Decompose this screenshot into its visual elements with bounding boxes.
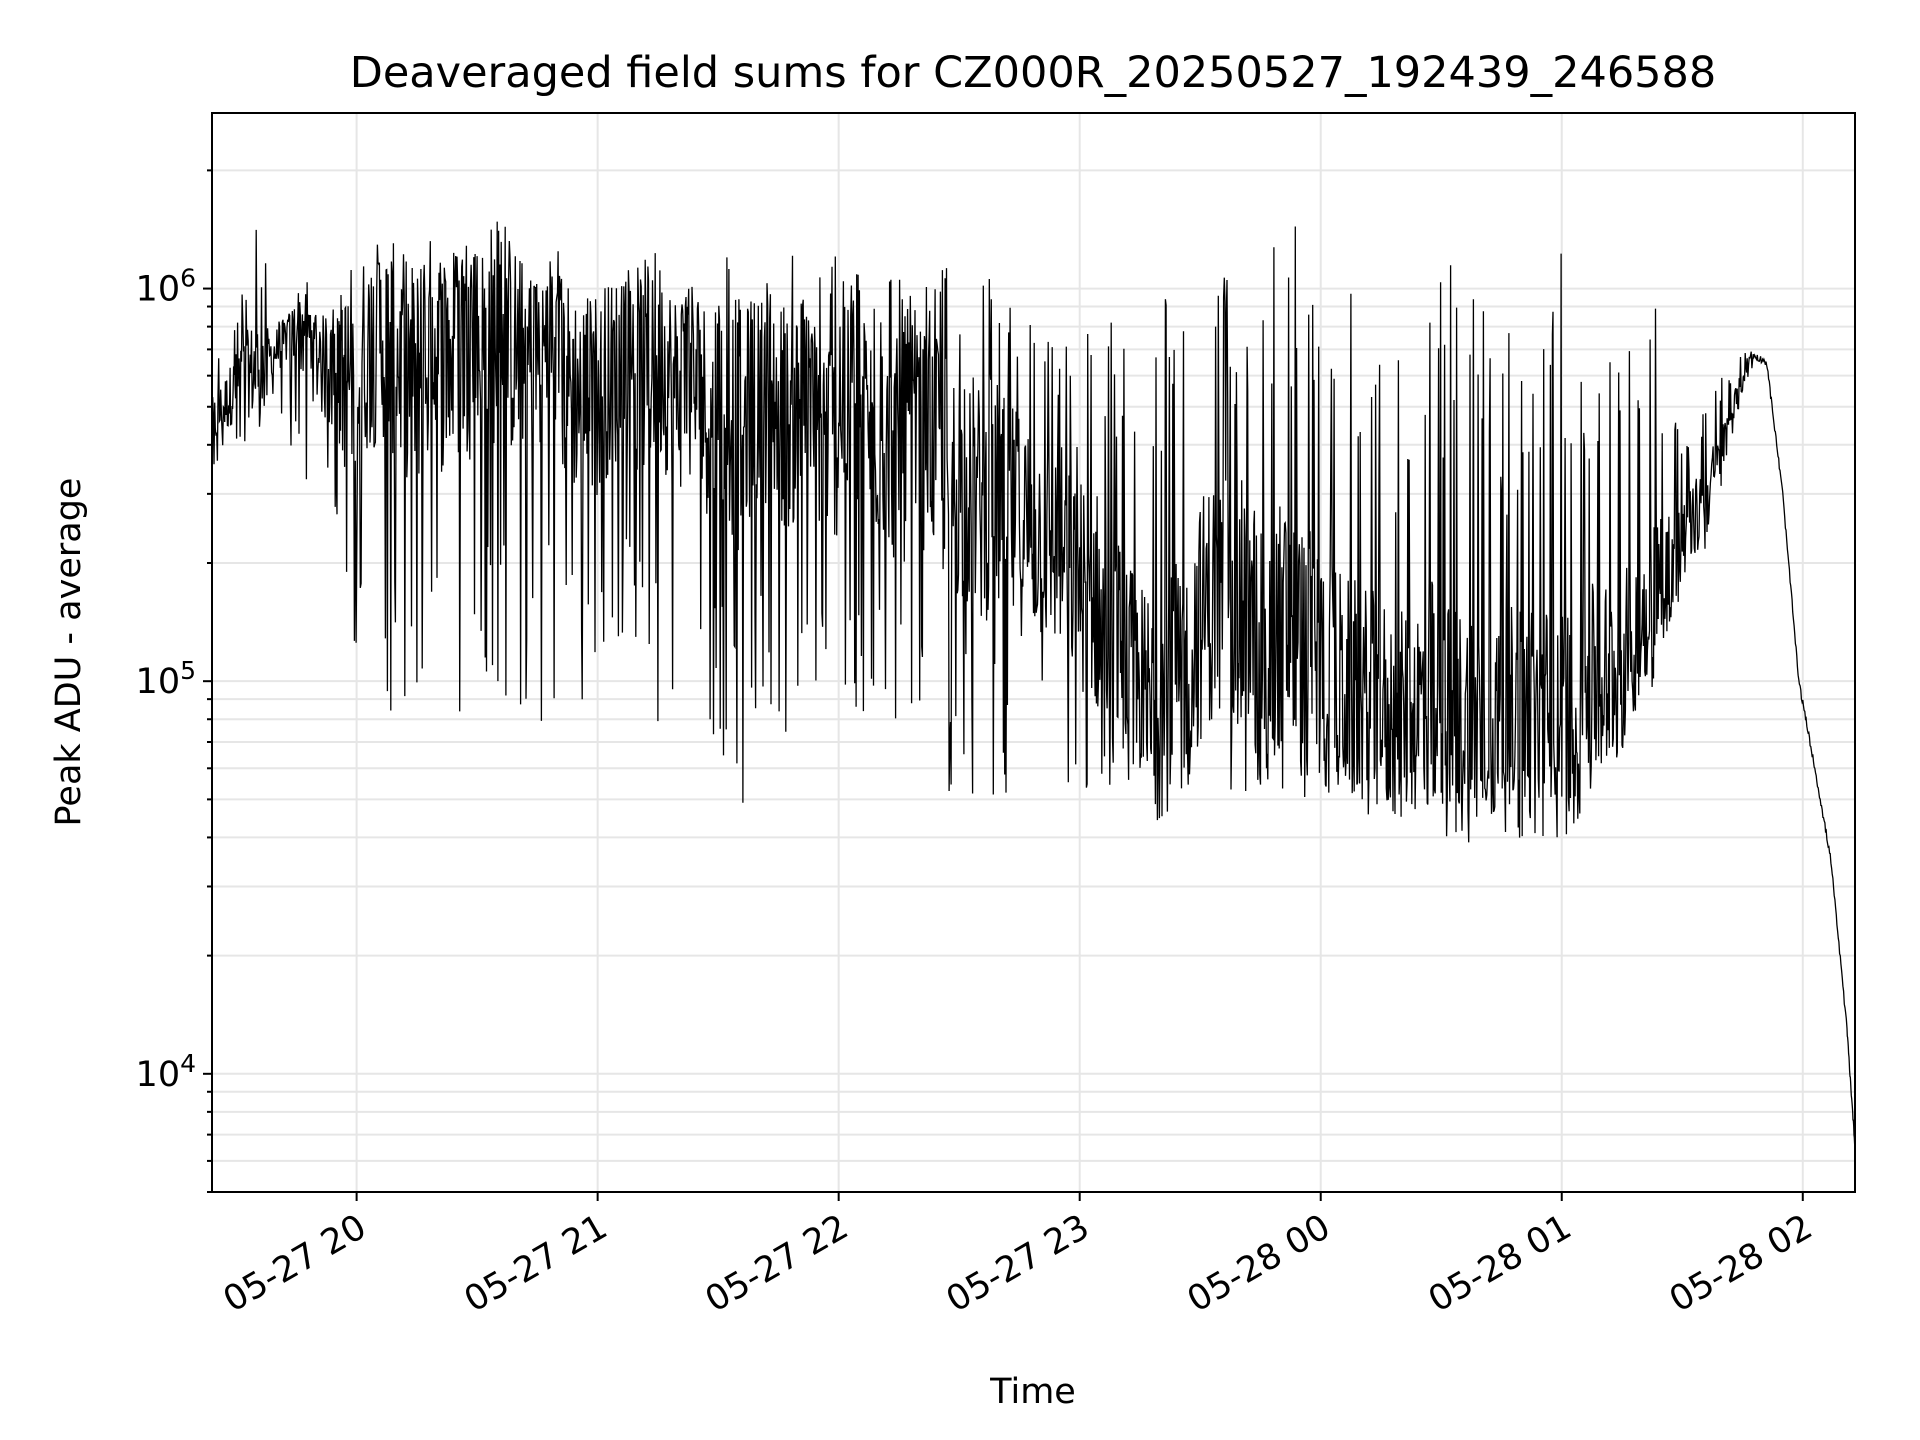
y-tick-label: 104 (136, 1049, 196, 1095)
x-axis-label: Time (989, 1372, 1076, 1412)
y-axis-ticks: 104 105 106 (136, 169, 212, 1193)
y-axis-label: Peak ADU - average (49, 478, 89, 827)
plot-frame (211, 112, 1856, 1193)
chart-title: Deaveraged field sums for CZ000R_2025052… (350, 48, 1717, 98)
y-tick-label: 105 (136, 656, 196, 702)
y-tick-label: 106 (136, 264, 196, 310)
series-line (211, 221, 1856, 1148)
data-layer (211, 221, 1856, 1148)
